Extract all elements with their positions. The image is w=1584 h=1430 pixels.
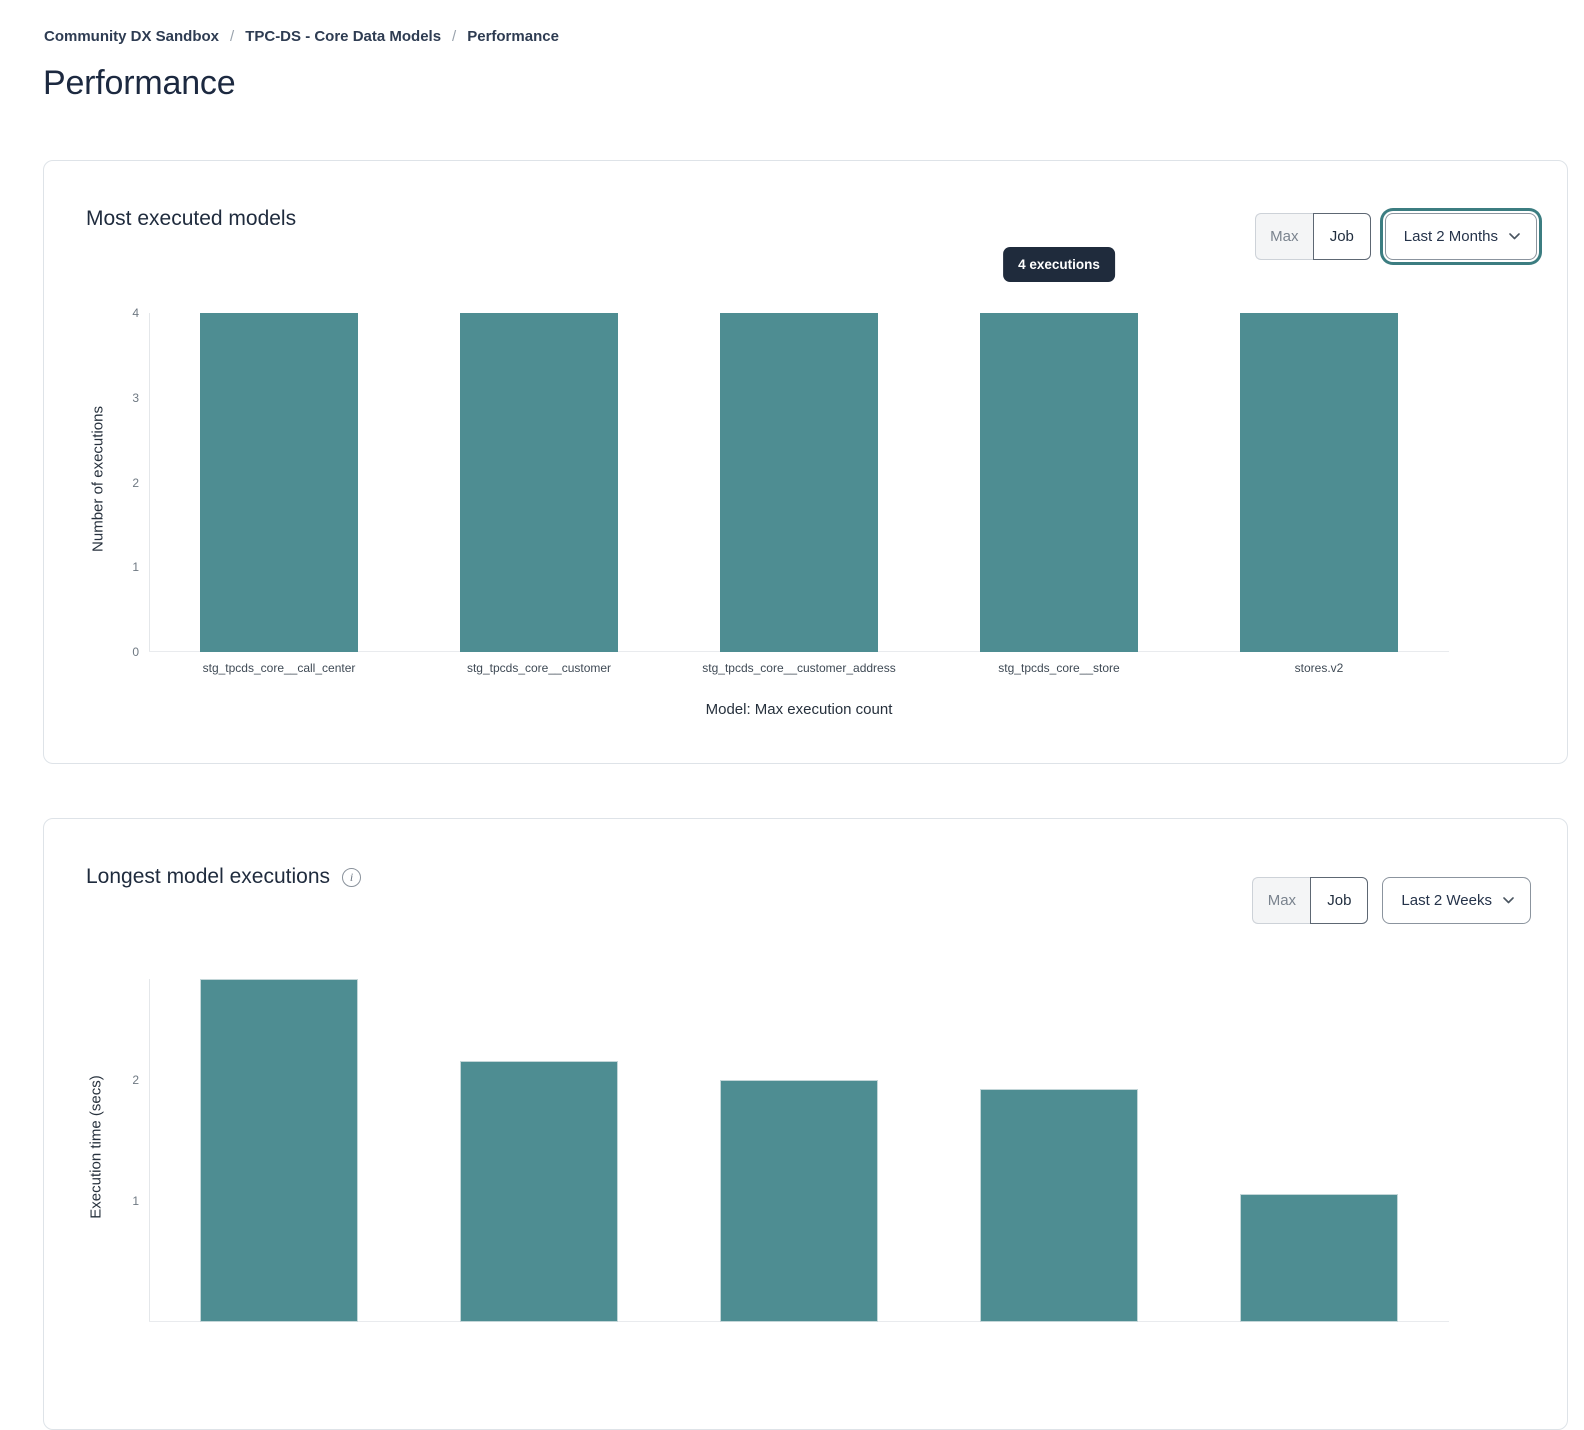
y-tick-label: 2 (132, 1072, 139, 1087)
breadcrumb-separator: / (230, 28, 235, 45)
x-tick-label: stores.v2 (1294, 661, 1344, 675)
breadcrumb-item-project[interactable]: Community DX Sandbox (44, 28, 220, 45)
card-longest-executions: Longest model executions i Max Job Last … (43, 818, 1568, 1430)
bar[interactable] (1240, 313, 1398, 652)
chevron-down-icon (1509, 233, 1520, 240)
executions-tooltip: 4 executions (1003, 247, 1115, 282)
bar[interactable] (460, 313, 618, 652)
bar[interactable] (720, 313, 878, 652)
info-icon[interactable]: i (342, 867, 361, 887)
chart-title-text: Longest model executions (86, 865, 330, 888)
chart-title: Longest model executions i (86, 865, 361, 889)
toggle-group: Max Job (1254, 213, 1371, 260)
chart-controls: Max Job Last 2 Weeks (1252, 877, 1531, 924)
y-tick-label: 2 (132, 475, 139, 490)
x-tick-label: stg_tpcds_core__store (998, 661, 1120, 675)
bar[interactable] (980, 1089, 1138, 1322)
breadcrumb-item-current: Performance (467, 28, 559, 45)
chevron-down-icon (1503, 897, 1514, 904)
page-title: Performance (43, 64, 236, 102)
x-tick-label: stg_tpcds_core__customer_address (702, 661, 896, 675)
y-tick-label: 4 (132, 306, 139, 320)
breadcrumb: Community DX Sandbox / TPC-DS - Core Dat… (44, 28, 559, 45)
x-axis-title: Model: Max execution count (705, 701, 893, 718)
date-range-select[interactable]: Last 2 Months (1384, 213, 1537, 260)
x-tick-label: stg_tpcds_core__call_center (202, 661, 356, 675)
y-axis-line (149, 979, 150, 1322)
date-range-value: Last 2 Weeks (1401, 892, 1492, 909)
plot-area: 0 1 2 3 4 stg_tpcds_core__call_center stg_tpcd… (132, 306, 1449, 675)
y-axis-line (149, 313, 150, 652)
bar[interactable] (200, 313, 358, 652)
date-range-select[interactable]: Last 2 Weeks (1382, 877, 1531, 924)
toggle-option-max[interactable]: Max (1252, 877, 1311, 924)
x-tick-label: stg_tpcds_core__customer (466, 661, 612, 675)
bar[interactable] (720, 1079, 878, 1322)
card-most-executed: Most executed models Max Job Last 2 Mont… (43, 160, 1568, 764)
y-tick-label: 0 (132, 645, 139, 659)
y-axis-title: Execution time (secs) (87, 1075, 105, 1219)
toggle-group: Max Job (1252, 877, 1369, 924)
y-tick-label: 1 (132, 560, 139, 575)
y-tick-label: 1 (132, 1193, 139, 1208)
bar[interactable] (460, 1061, 618, 1322)
toggle-option-job[interactable]: Job (1310, 877, 1369, 924)
chart-title-text: Most executed models (86, 207, 297, 230)
breadcrumb-separator: / (452, 28, 457, 45)
breadcrumb-item-environment[interactable]: TPC-DS - Core Data Models (245, 28, 442, 45)
toggle-option-job[interactable]: Job (1312, 213, 1371, 260)
bar[interactable] (1240, 1193, 1398, 1322)
date-range-value: Last 2 Months (1403, 228, 1498, 245)
chart-controls: Max Job Last 2 Months (1254, 213, 1537, 260)
bar[interactable] (980, 313, 1138, 652)
y-tick-label: 3 (132, 390, 139, 405)
y-axis-title: Number of executions (89, 406, 107, 552)
toggle-option-max[interactable]: Max (1254, 213, 1313, 260)
chart-title: Most executed models (86, 207, 296, 231)
bar[interactable] (200, 979, 358, 1322)
